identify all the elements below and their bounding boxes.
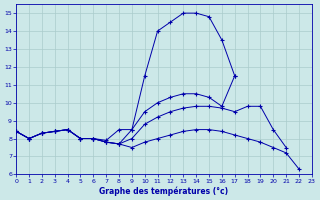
X-axis label: Graphe des températures (°c): Graphe des températures (°c)	[100, 186, 228, 196]
